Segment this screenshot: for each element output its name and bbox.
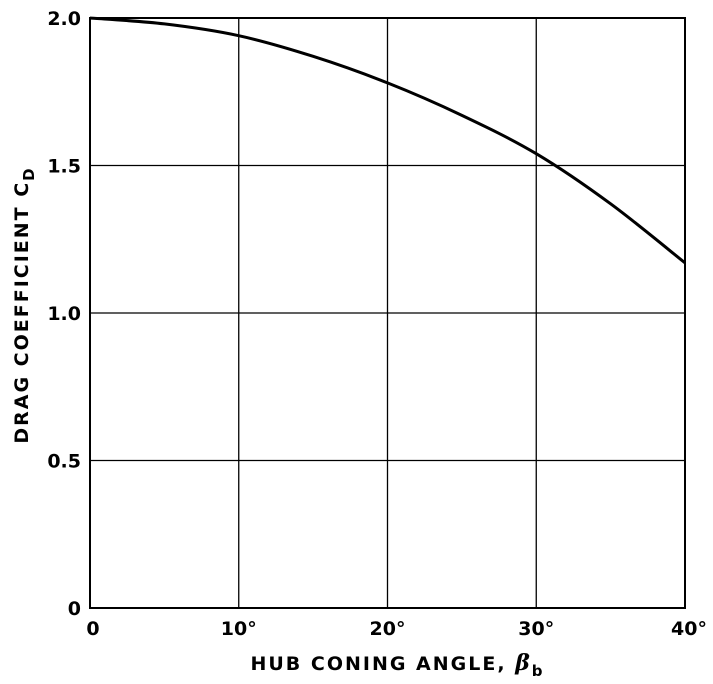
x-tick-label: 0 <box>86 618 99 640</box>
y-tick-label: 0 <box>68 598 81 620</box>
plot-frame <box>89 17 686 609</box>
x-axis-title-text: HUB CONING ANGLE, <box>250 653 515 675</box>
grid <box>89 17 686 609</box>
x-axis-title-symbol: β <box>514 650 532 676</box>
x-axis-title: HUB CONING ANGLE, βb <box>250 650 544 680</box>
y-axis-title-text: DRAG COEFFICIENT C <box>11 181 33 444</box>
y-axis-title: DRAG COEFFICIENT CD <box>11 166 38 443</box>
series-line <box>89 16 686 265</box>
y-tick-label: 1.5 <box>47 156 81 178</box>
y-tick-labels: 0 0.5 1.0 1.5 2.0 <box>47 8 81 620</box>
x-tick-label: 10° <box>221 618 257 640</box>
x-tick-labels: 0 10° 20° 30° 40° <box>86 618 707 640</box>
x-tick-label: 40° <box>671 618 707 640</box>
y-axis-title-subscript: D <box>20 166 38 180</box>
x-axis-title-subscript: b <box>532 662 545 680</box>
y-tick-label: 1.0 <box>47 303 81 325</box>
y-tick-label: 0.5 <box>47 451 81 473</box>
x-tick-label: 20° <box>370 618 406 640</box>
x-tick-label: 30° <box>518 618 554 640</box>
y-tick-label: 2.0 <box>47 8 81 30</box>
